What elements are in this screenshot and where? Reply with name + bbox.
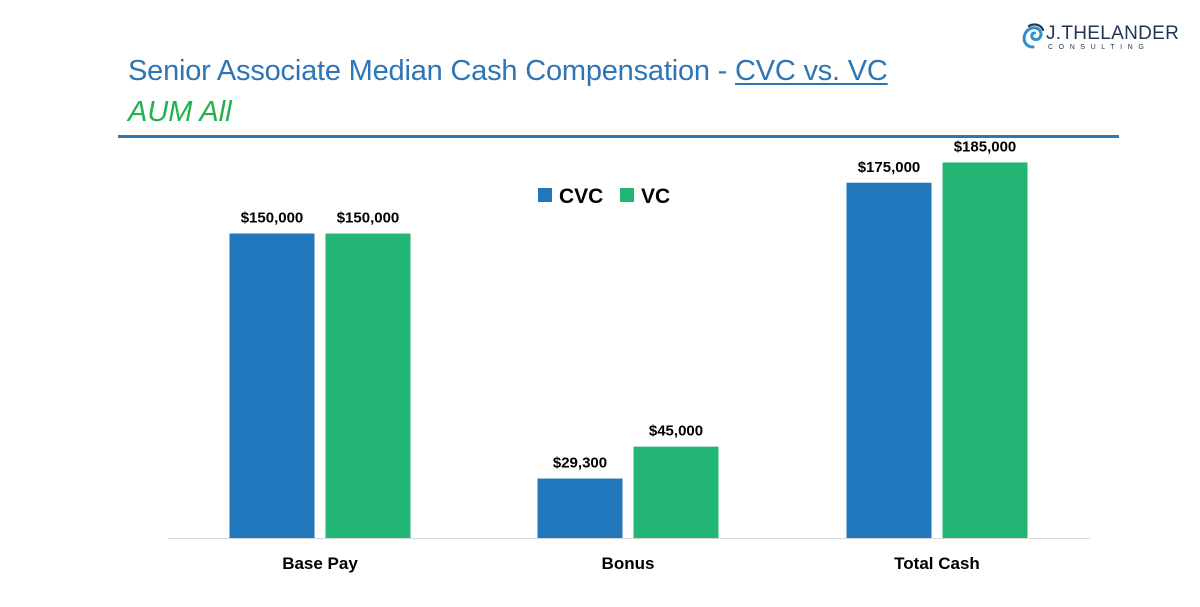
category-label-total-cash: Total Cash (894, 554, 980, 573)
category-label-bonus: Bonus (602, 554, 655, 573)
logo-name: J.THELANDER (1046, 23, 1180, 44)
spiral-swirl-icon (1022, 23, 1045, 49)
legend-swatch-cvc (538, 188, 552, 202)
data-label-vc-total-cash: $185,000 (954, 138, 1017, 155)
title-link[interactable]: CVC vs. VC (734, 55, 888, 87)
title-main: Senior Associate Median Cash Compensatio… (128, 55, 735, 87)
data-label-cvc-total-cash: $175,000 (858, 159, 921, 176)
data-label-vc-bonus: $45,000 (649, 423, 703, 440)
legend-swatch-vc (620, 188, 634, 202)
bar-vc-bonus (633, 446, 719, 538)
company-logo: J.THELANDER CONSULTING (1021, 22, 1181, 56)
logo-tagline: CONSULTING (1048, 44, 1150, 51)
data-label-cvc-bonus: $29,300 (553, 455, 607, 472)
category-label-base-pay: Base Pay (282, 554, 358, 573)
page-title: Senior Associate Median Cash Compensatio… (128, 53, 888, 89)
legend-label-vc: VC (641, 185, 670, 208)
data-label-cvc-base-pay: $150,000 (241, 210, 304, 227)
bar-vc-base-pay (325, 233, 411, 538)
title-divider (118, 135, 1119, 138)
bar-cvc-base-pay (229, 233, 315, 538)
data-label-vc-base-pay: $150,000 (337, 210, 400, 227)
legend-label-cvc: CVC (559, 185, 603, 208)
bar-cvc-total-cash (846, 182, 932, 538)
bar-cvc-bonus (537, 478, 623, 538)
bar-vc-total-cash (942, 162, 1028, 538)
page-subtitle: AUM All (128, 96, 232, 128)
